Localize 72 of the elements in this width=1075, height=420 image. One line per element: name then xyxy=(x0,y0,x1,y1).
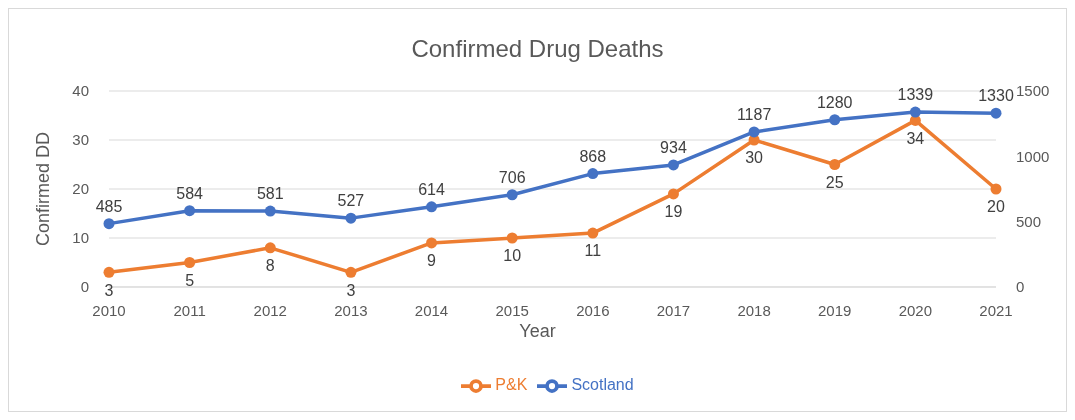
data-label: 706 xyxy=(498,168,526,186)
point xyxy=(345,266,357,278)
x-tick-label: 2014 xyxy=(414,301,449,319)
data-label: 581 xyxy=(256,185,284,203)
data-label: 9 xyxy=(427,252,437,270)
data-label: 3 xyxy=(104,281,114,299)
y-tick-label: 30 xyxy=(72,131,89,149)
y2-tick-label: 0 xyxy=(1016,278,1025,296)
point xyxy=(829,159,841,170)
data-label: 584 xyxy=(176,184,204,202)
x-axis-title: Year xyxy=(518,321,557,342)
data-label: 11 xyxy=(584,242,602,260)
y-tick-label: 40 xyxy=(72,82,89,100)
data-label: 527 xyxy=(337,192,365,210)
y-tick-label: 20 xyxy=(72,180,89,198)
point xyxy=(829,114,841,126)
x-tick-label: 2021 xyxy=(979,301,1013,319)
point xyxy=(990,107,1002,119)
point xyxy=(345,212,357,224)
x-tick-label: 2019 xyxy=(818,301,852,319)
point xyxy=(426,237,438,249)
data-label: 868 xyxy=(579,147,607,165)
data-label: 34 xyxy=(906,129,925,147)
point xyxy=(506,189,518,201)
data-label: 19 xyxy=(664,203,683,221)
point xyxy=(748,126,760,138)
point xyxy=(103,218,115,230)
point xyxy=(184,205,196,217)
x-tick-label: 2018 xyxy=(737,301,771,319)
data-label: 614 xyxy=(418,180,445,198)
point xyxy=(909,106,921,118)
x-tick-label: 2010 xyxy=(92,301,126,319)
data-label: 1339 xyxy=(897,86,934,104)
data-label: 5 xyxy=(185,271,195,289)
data-label: 934 xyxy=(660,138,687,156)
data-label: 20 xyxy=(987,198,1005,216)
data-label: 3 xyxy=(346,281,356,299)
data-label: 30 xyxy=(745,149,764,167)
data-label: 1330 xyxy=(978,87,1014,105)
point xyxy=(426,201,438,213)
chart-title: Confirmed Drug Deaths xyxy=(410,35,665,63)
y-tick-label: 0 xyxy=(80,278,89,296)
x-tick-label: 2017 xyxy=(656,301,691,319)
point xyxy=(587,168,599,180)
point xyxy=(667,159,679,171)
point xyxy=(990,183,1002,195)
x-tick-label: 2011 xyxy=(173,301,206,319)
point xyxy=(667,188,679,200)
data-label: 1280 xyxy=(816,93,853,111)
x-tick-label: 2015 xyxy=(495,301,529,319)
legend-label: Scotland xyxy=(571,376,634,394)
data-label: 485 xyxy=(95,197,123,215)
y2-tick-label: 1500 xyxy=(1016,82,1050,100)
y2-tick-label: 1000 xyxy=(1016,147,1050,165)
y2-tick-label: 500 xyxy=(1016,212,1042,230)
data-label: 10 xyxy=(503,247,522,265)
data-label: 25 xyxy=(825,173,844,191)
point xyxy=(103,266,115,278)
x-tick-label: 2013 xyxy=(334,301,368,319)
point xyxy=(184,257,196,268)
legend-label: P&K xyxy=(495,376,528,394)
point xyxy=(587,227,599,239)
data-label: 1187 xyxy=(736,105,772,123)
x-tick-label: 2016 xyxy=(576,301,610,319)
x-tick-label: 2020 xyxy=(898,301,933,319)
point xyxy=(264,205,276,217)
point xyxy=(264,242,276,254)
y-axis-title: Confirmed DD xyxy=(32,131,54,247)
y-tick-label: 10 xyxy=(72,229,89,247)
data-label: 8 xyxy=(265,257,275,275)
x-tick-label: 2012 xyxy=(253,301,287,319)
point xyxy=(506,232,518,244)
